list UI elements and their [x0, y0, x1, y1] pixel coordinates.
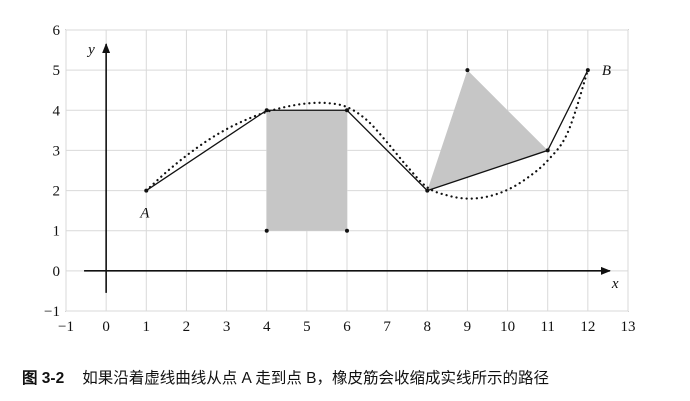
y-tick-label: 3: [53, 143, 61, 159]
y-tick-label: 1: [53, 224, 61, 240]
x-tick-label: 4: [263, 319, 271, 335]
x-tick-label: 2: [183, 319, 191, 335]
x-tick-label: 13: [621, 319, 636, 335]
filled-regions: [266, 70, 548, 231]
x-tick-labels: −1 0 1 2 3 4 5 6 7 8 9 10 11 12 13: [58, 319, 635, 335]
rectangle-region: [266, 110, 347, 231]
figure-number: 图 3-2: [22, 370, 65, 387]
y-tick-label: 2: [53, 184, 61, 200]
x-tick-label: 3: [223, 319, 231, 335]
y-tick-label: 5: [53, 63, 61, 79]
x-tick-label: 7: [383, 319, 391, 335]
y-tick-label: 0: [53, 264, 61, 280]
x-tick-label: 0: [102, 319, 110, 335]
x-tick-label: 9: [464, 319, 472, 335]
x-tick-label: 5: [303, 319, 311, 335]
y-tick-label: −1: [44, 304, 60, 320]
y-tick-label: 6: [53, 23, 61, 39]
vertex-point: [425, 188, 430, 193]
point-label-b: B: [602, 63, 611, 79]
x-tick-label: 8: [424, 319, 432, 335]
axes: x y: [84, 42, 619, 293]
triangle-region: [427, 70, 548, 191]
vertex-points: [144, 68, 590, 233]
x-tick-label: 6: [343, 319, 351, 335]
point-labels: AB: [139, 63, 611, 221]
vertex-point: [465, 68, 470, 73]
vertex-point: [345, 108, 349, 113]
y-tick-label: 4: [53, 103, 61, 119]
vertex-point: [345, 228, 349, 233]
figure-caption: 图 3-2 如果沿着虚线曲线从点 A 走到点 B，橡皮筋会收缩成实线所示的路径: [22, 366, 682, 390]
y-tick-labels: −1 0 1 2 3 4 5 6: [44, 23, 60, 320]
solid-contracted-path: [145, 69, 589, 192]
x-tick-label: 10: [500, 319, 515, 335]
x-tick-label: 12: [580, 319, 595, 335]
y-axis-label: y: [86, 42, 95, 58]
vertex-point: [264, 228, 269, 233]
dotted-curve: [145, 69, 589, 200]
x-tick-label: 1: [143, 319, 151, 335]
vertex-point: [264, 108, 269, 113]
vertex-point: [545, 148, 550, 153]
x-tick-label: −1: [58, 319, 74, 335]
point-label-a: A: [139, 206, 150, 222]
vertex-point: [144, 188, 149, 193]
x-axis-label: x: [611, 276, 619, 292]
vertex-point: [585, 68, 590, 73]
x-tick-label: 11: [540, 319, 554, 335]
figure-caption-text: 如果沿着虚线曲线从点 A 走到点 B，橡皮筋会收缩成实线所示的路径: [82, 370, 549, 387]
